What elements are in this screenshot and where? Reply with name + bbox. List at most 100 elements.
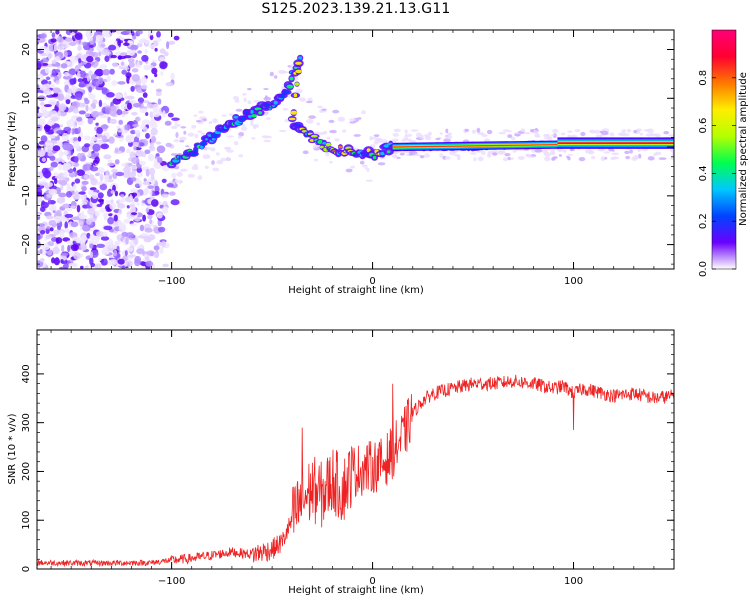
- spectrogram-noise-blob: [120, 52, 128, 56]
- spectrogram-halo-blob: [621, 129, 627, 133]
- spectrogram-halo-blob: [198, 110, 204, 114]
- spectrogram-halo-blob: [353, 134, 361, 137]
- spectrogram-noise-blob: [98, 51, 102, 57]
- spectrogram-noise-blob: [80, 243, 87, 251]
- spectrogram-noise-blob: [40, 201, 49, 209]
- spectrogram-y-tick-label: −10: [21, 185, 32, 206]
- spectrogram-noise-blob: [71, 101, 81, 108]
- spectrogram-noise-blob: [56, 130, 65, 135]
- spectrogram-halo-blob: [194, 133, 199, 139]
- spectrogram-noise-blob: [38, 118, 46, 126]
- spectrogram-noise-blob: [109, 118, 117, 124]
- spectrogram-noise-blob: [141, 54, 149, 62]
- spectrogram-noise-blob: [138, 97, 144, 104]
- spectrogram-noise-blob: [162, 206, 169, 214]
- spectrogram-halo-blob: [486, 154, 492, 158]
- spectrogram-noise-blob: [173, 35, 180, 41]
- spectrogram-halo-blob: [202, 118, 207, 122]
- spectrogram-halo-blob: [278, 69, 286, 74]
- spectrogram-noise-blob: [89, 166, 99, 172]
- snr-x-tick-label: −100: [158, 576, 185, 587]
- spectrogram-noise-blob: [155, 141, 162, 145]
- colorbar-strip: [711, 29, 737, 270]
- spectrogram-noise-blob: [58, 192, 67, 198]
- spectrogram-noise-blob: [90, 136, 98, 141]
- spectrogram-halo-blob: [365, 179, 373, 182]
- spectrogram-halo-blob: [238, 154, 243, 158]
- spectrogram-halo-blob: [445, 128, 449, 134]
- spectrogram-noise-blob: [175, 132, 179, 138]
- spectrogram-halo-blob: [473, 157, 477, 161]
- spectrogram-halo-blob: [234, 98, 240, 104]
- spectrogram-noise-blob: [59, 180, 68, 186]
- spectrogram-noise-blob: [170, 72, 175, 81]
- spectrogram-noise-blob: [141, 232, 148, 237]
- spectrogram-halo-blob: [282, 107, 289, 111]
- spectrogram-noise-blob: [157, 226, 166, 233]
- spectrogram-halo-blob: [263, 96, 272, 101]
- spectrogram-halo-blob: [215, 152, 220, 156]
- spectrogram-noise-blob: [121, 197, 127, 203]
- spectrogram-noise-blob: [59, 230, 65, 239]
- spectrogram-noise-blob: [161, 240, 166, 248]
- spectrogram-noise-blob: [76, 117, 83, 122]
- spectrogram-halo-blob: [169, 191, 176, 196]
- spectrogram-noise-blob: [69, 55, 78, 63]
- spectrogram-noise-blob: [120, 194, 125, 198]
- spectrogram-noise-blob: [51, 76, 55, 80]
- spectrogram-halo-blob: [544, 152, 552, 157]
- spectrogram-halo-blob: [228, 113, 234, 117]
- spectrogram-noise-blob: [65, 191, 73, 198]
- spectrogram-noise-blob: [48, 134, 56, 139]
- spectrogram-noise-blob: [74, 32, 83, 40]
- spectrogram-y-tick-label: 20: [21, 43, 32, 56]
- spectrogram-noise-blob: [125, 236, 129, 245]
- spectrogram-noise-blob: [149, 219, 153, 225]
- spectrogram-noise-blob: [37, 233, 41, 241]
- spectrogram-halo-blob: [544, 156, 551, 162]
- spectrogram-noise: [37, 30, 674, 269]
- spectrogram-noise-blob: [156, 31, 161, 38]
- spectrogram-halo-blob: [492, 152, 498, 156]
- spectrogram-noise-blob: [149, 190, 153, 196]
- spectrogram-noise-blob: [62, 237, 71, 242]
- spectrogram-noise-blob: [44, 104, 52, 108]
- spectrogram-noise-blob: [61, 132, 69, 141]
- spectrogram-noise-blob: [97, 192, 104, 199]
- spectrogram-noise-blob: [62, 162, 72, 171]
- spectrogram-halo-blob: [326, 136, 331, 140]
- spectrogram-noise-blob: [135, 183, 139, 187]
- spectrogram-halo-blob: [212, 167, 220, 172]
- spectrogram-noise-blob: [90, 177, 96, 182]
- spectrogram-noise-blob: [56, 100, 60, 107]
- spectrogram-noise-blob: [100, 44, 106, 47]
- spectrogram-noise-blob: [104, 174, 110, 183]
- spectrogram-noise-blob: [67, 88, 73, 94]
- spectrogram-noise-blob: [74, 65, 80, 72]
- spectrogram-ridge-core: [283, 90, 290, 94]
- spectrogram-halo-blob: [345, 168, 353, 173]
- spectrogram-noise-blob: [117, 258, 125, 265]
- spectrogram-noise-blob: [39, 258, 45, 263]
- spectrogram-ridge-core: [273, 100, 278, 105]
- spectrogram-noise-blob: [76, 204, 81, 213]
- spectrogram-halo-blob: [481, 150, 486, 156]
- spectrogram-halo-blob: [404, 133, 413, 137]
- spectrogram-noise-blob: [143, 236, 152, 243]
- spectrogram-noise-blob: [149, 119, 156, 127]
- spectrogram-noise-blob: [61, 197, 66, 203]
- spectrogram-noise-blob: [81, 180, 89, 185]
- spectrogram-halo-blob: [191, 166, 199, 171]
- spectrogram-halo-blob: [392, 133, 400, 137]
- spectrogram-halo-blob: [362, 164, 366, 168]
- spectrogram-halo-blob: [274, 75, 278, 79]
- spectrogram-halo-blob: [609, 132, 615, 137]
- spectrogram-noise-blob: [126, 75, 130, 84]
- spectrogram-halo-blob: [191, 124, 197, 129]
- spectrogram-halo-blob: [477, 156, 484, 162]
- spectrogram-noise-blob: [52, 87, 61, 94]
- spectrogram-noise-blob: [154, 185, 160, 193]
- spectrogram-noise-blob: [87, 149, 92, 158]
- spectrogram-halo-blob: [180, 126, 187, 129]
- spectrogram-noise-blob: [166, 183, 174, 188]
